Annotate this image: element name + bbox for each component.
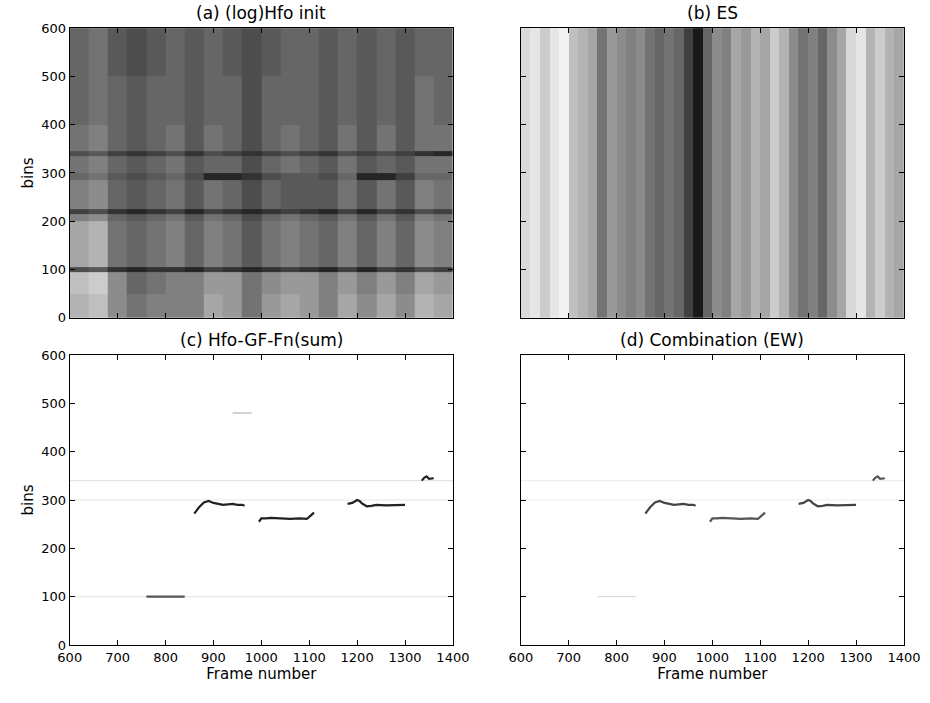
svg-text:100: 100 (41, 262, 66, 277)
svg-text:(d) Combination (EW): (d) Combination (EW) (620, 330, 804, 350)
svg-text:1100: 1100 (744, 650, 777, 665)
svg-text:1200: 1200 (341, 650, 374, 665)
svg-text:1200: 1200 (792, 650, 825, 665)
svg-text:800: 800 (153, 650, 178, 665)
svg-text:bins: bins (19, 157, 37, 188)
svg-text:500: 500 (41, 69, 66, 84)
svg-text:100: 100 (41, 589, 66, 604)
svg-text:1400: 1400 (887, 650, 920, 665)
svg-text:1300: 1300 (388, 650, 421, 665)
svg-text:1000: 1000 (696, 650, 729, 665)
svg-text:400: 400 (41, 444, 66, 459)
svg-text:(b) ES: (b) ES (687, 3, 738, 23)
svg-text:800: 800 (604, 650, 629, 665)
svg-text:700: 700 (105, 650, 130, 665)
svg-text:Frame number: Frame number (657, 665, 768, 683)
svg-text:700: 700 (556, 650, 581, 665)
svg-text:600: 600 (57, 650, 82, 665)
svg-text:1300: 1300 (840, 650, 873, 665)
svg-text:(a) (log)Hfo init: (a) (log)Hfo init (196, 3, 326, 23)
svg-text:900: 900 (201, 650, 226, 665)
svg-text:Frame number: Frame number (206, 665, 317, 683)
svg-text:500: 500 (41, 396, 66, 411)
svg-text:1100: 1100 (293, 650, 326, 665)
svg-text:0: 0 (58, 310, 66, 325)
svg-text:600: 600 (41, 348, 66, 363)
svg-text:1400: 1400 (436, 650, 469, 665)
svg-text:600: 600 (41, 21, 66, 36)
svg-text:300: 300 (41, 165, 66, 180)
svg-text:bins: bins (19, 484, 37, 515)
svg-text:600: 600 (508, 650, 533, 665)
svg-text:1000: 1000 (245, 650, 278, 665)
svg-text:900: 900 (652, 650, 677, 665)
svg-text:(c) Hfo-GF-Fn(sum): (c) Hfo-GF-Fn(sum) (180, 330, 343, 350)
svg-text:200: 200 (41, 214, 66, 229)
svg-text:0: 0 (58, 638, 66, 653)
svg-text:200: 200 (41, 541, 66, 556)
svg-text:400: 400 (41, 117, 66, 132)
svg-text:300: 300 (41, 493, 66, 508)
